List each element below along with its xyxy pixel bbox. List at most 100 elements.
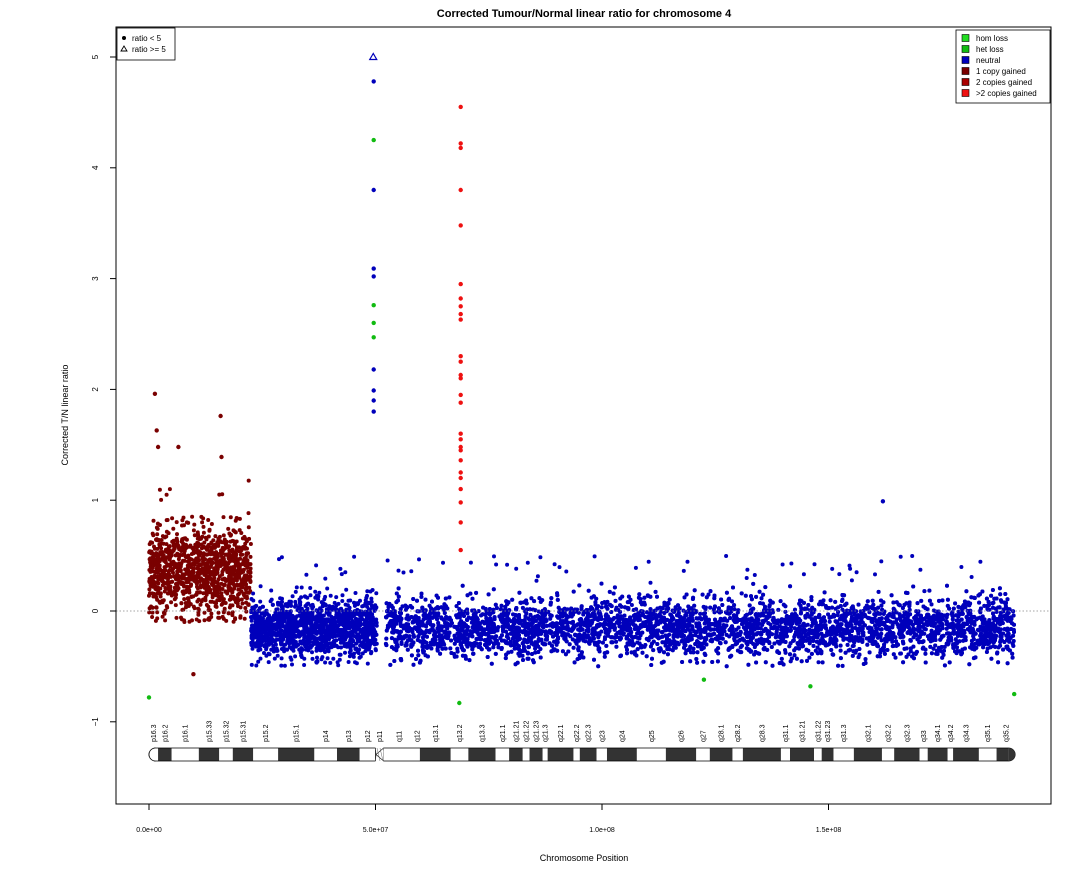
data-point — [227, 574, 232, 579]
data-point — [164, 542, 169, 547]
data-point — [269, 588, 274, 593]
data-point — [298, 630, 303, 635]
data-point — [315, 655, 319, 660]
data-point — [174, 543, 179, 548]
data-point — [356, 639, 360, 644]
data-point — [186, 553, 191, 558]
data-point — [243, 606, 248, 610]
data-point — [177, 554, 182, 559]
data-point — [158, 594, 163, 599]
data-point — [148, 540, 153, 545]
data-point — [154, 605, 159, 610]
data-point — [185, 563, 190, 568]
data-point — [219, 581, 224, 586]
data-point — [233, 597, 237, 602]
data-point — [305, 602, 310, 607]
data-point — [226, 611, 231, 616]
data-point — [300, 623, 305, 628]
data-point — [155, 574, 160, 579]
data-point — [291, 617, 296, 622]
data-point — [233, 530, 238, 535]
data-point — [230, 613, 235, 618]
data-point — [235, 583, 240, 588]
data-point — [299, 641, 304, 646]
data-point — [249, 618, 254, 623]
data-point — [297, 647, 302, 652]
data-point — [208, 577, 212, 581]
data-point — [175, 532, 179, 537]
data-point — [367, 600, 372, 605]
data-point — [240, 552, 245, 557]
data-point — [161, 610, 166, 615]
data-point — [261, 604, 265, 609]
data-point — [279, 641, 284, 646]
data-point — [150, 551, 154, 556]
data-point — [179, 549, 184, 553]
data-point — [220, 551, 225, 556]
data-point — [302, 633, 307, 638]
data-point — [261, 623, 265, 628]
data-point — [195, 586, 200, 591]
data-point — [348, 631, 353, 636]
data-point — [209, 611, 214, 616]
data-point — [292, 640, 297, 645]
data-point — [186, 568, 191, 573]
data-point — [180, 518, 185, 523]
data-point — [343, 650, 347, 655]
data-point — [286, 601, 291, 606]
data-point — [249, 615, 253, 620]
data-point — [293, 654, 298, 659]
data-point — [374, 617, 379, 622]
data-point — [227, 548, 232, 553]
data-point — [266, 660, 271, 665]
data-point — [191, 528, 196, 533]
data-point — [181, 581, 185, 585]
data-point — [237, 574, 242, 579]
data-point — [237, 565, 242, 570]
data-point — [358, 598, 362, 603]
data-point — [179, 561, 184, 566]
data-point — [302, 616, 307, 620]
data-point — [361, 603, 366, 608]
data-point — [237, 569, 242, 574]
data-point — [228, 554, 233, 559]
data-point — [147, 587, 152, 592]
data-point — [290, 594, 295, 599]
data-point — [293, 589, 298, 594]
data-point — [341, 623, 346, 628]
data-point — [319, 641, 324, 646]
data-point — [221, 533, 226, 538]
data-point — [368, 627, 373, 632]
data-point — [318, 609, 323, 614]
data-point — [208, 552, 213, 557]
data-point — [308, 645, 313, 650]
data-point — [171, 567, 175, 571]
data-point — [329, 621, 333, 626]
data-point — [305, 647, 310, 652]
data-point — [174, 536, 179, 541]
data-point — [262, 651, 266, 655]
data-point — [187, 619, 192, 624]
data-point — [167, 487, 172, 492]
data-point — [244, 609, 249, 614]
data-point — [325, 630, 330, 635]
data-point — [173, 553, 178, 558]
data-point — [289, 603, 294, 608]
data-point — [347, 626, 352, 631]
data-point — [174, 585, 179, 590]
data-point — [194, 560, 199, 565]
data-point — [261, 616, 265, 621]
data-point — [225, 545, 230, 550]
data-point — [179, 601, 184, 606]
data-point — [246, 525, 251, 530]
data-point — [243, 577, 248, 582]
data-point — [364, 628, 369, 633]
data-point — [328, 660, 333, 665]
data-point — [348, 611, 352, 616]
data-point — [195, 570, 200, 575]
data-point — [276, 614, 281, 619]
data-point — [151, 557, 156, 562]
data-point — [190, 514, 195, 519]
data-point — [253, 635, 258, 640]
data-point — [221, 515, 226, 520]
